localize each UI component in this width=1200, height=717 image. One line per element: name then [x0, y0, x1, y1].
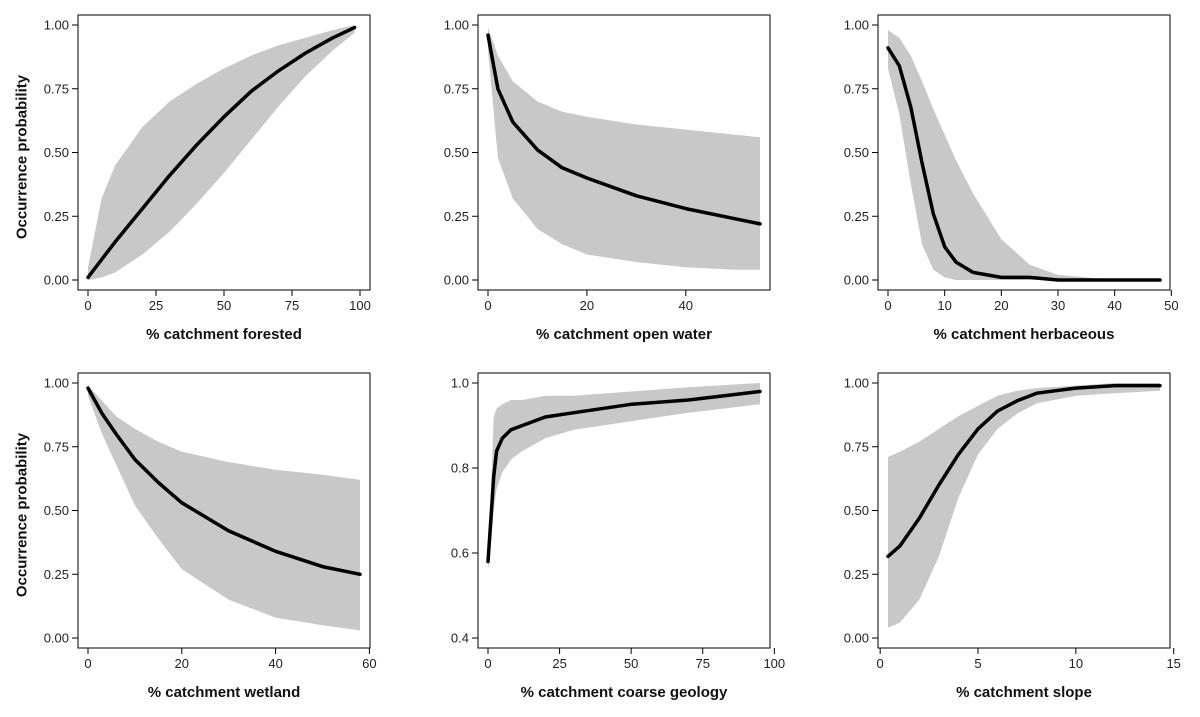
chart-panel-5: 0 25 50 75 100 0.4 0.6 0.8 1.0 % catchment coarse… [400, 358, 800, 716]
confidence-band [888, 30, 1160, 280]
fitted-line [86, 386, 362, 577]
y-tick-label: 1.0 [451, 376, 469, 391]
x-tick-label: 5 [974, 656, 981, 671]
x-tick-label: 75 [696, 656, 710, 671]
y-tick-label: 0.4 [451, 631, 469, 646]
y-tick-label: 0.50 [844, 145, 869, 160]
y-tick-label: 0.75 [844, 81, 869, 96]
fitted-line [886, 46, 1162, 282]
x-tick-label: 40 [1107, 298, 1121, 313]
x-axis-label: % catchment coarse geology [520, 684, 728, 701]
y-tick-label: 0.50 [44, 503, 69, 518]
x-tick-label: 0 [484, 656, 491, 671]
y-tick-label: 0.6 [451, 546, 469, 561]
x-tick-label: 20 [175, 656, 189, 671]
chart-panel-6: 0 5 10 15 0.00 0.25 0.50 0.75 1.00 % catchment sl… [800, 358, 1200, 716]
chart-svg-5: 0 25 50 75 100 0.4 0.6 0.8 1.0 [451, 372, 785, 671]
x-tick-label: 30 [1051, 298, 1065, 313]
y-tick-label: 0.75 [844, 439, 869, 454]
x-tick-label: 100 [349, 298, 371, 313]
x-axis-label: % catchment wetland [147, 684, 301, 701]
x-axis-label: % catchment herbaceous [933, 326, 1115, 343]
y-tick-label: 0.8 [451, 461, 469, 476]
x-tick-label: 0 [84, 656, 91, 671]
confidence-band [88, 385, 360, 631]
y-tick-label: 0.00 [844, 273, 869, 288]
y-tick-label: 1.00 [44, 376, 69, 391]
y-tick-label: 0.25 [844, 209, 869, 224]
fitted-line [486, 33, 762, 226]
x-axis-label: % catchment open water [536, 326, 712, 343]
confidence-band [488, 27, 760, 270]
x-tick-label: 50 [624, 656, 638, 671]
x-tick-label: 75 [285, 298, 299, 313]
y-axis-label-text: Occurrence probability [13, 74, 31, 240]
y-tick-label: 0.00 [444, 273, 469, 288]
chart-svg-2: 0 20 40 0.00 0.25 0.50 0.75 1.00 [444, 14, 771, 313]
y-tick-label: 0.75 [44, 439, 69, 454]
chart-panel-1: 0 25 50 75 100 0.00 0.25 0.50 0.75 1.00 % catchmen… [0, 0, 400, 358]
y-tick-label: 0.00 [44, 273, 69, 288]
x-tick-label: 15 [1166, 656, 1180, 671]
x-tick-label: 100 [763, 656, 785, 671]
chart-svg-1: 0 25 50 75 100 0.00 0.25 0.50 0.75 1.00 [44, 14, 371, 313]
x-tick-label: 0 [877, 656, 884, 671]
y-tick-label: 0.75 [44, 81, 69, 96]
x-tick-label: 0 [884, 298, 891, 313]
y-tick-label: 0.00 [844, 631, 869, 646]
fitted-line [486, 389, 762, 564]
confidence-band [488, 383, 760, 570]
chart-panel-3: 0 10 20 30 40 50 0.00 0.25 0.50 0.75 1.00 % catchme… [800, 0, 1200, 358]
y-tick-label: 0.50 [844, 503, 869, 518]
y-tick-label: 1.00 [844, 376, 869, 391]
chart-svg-4: 0 20 40 60 0.00 0.25 0.50 0.75 1.00 [44, 372, 377, 671]
fitted-line [886, 383, 1162, 559]
y-tick-label: 0.75 [444, 81, 469, 96]
x-axis-label: % catchment slope [956, 684, 1092, 701]
y-tick-label: 0.25 [444, 209, 469, 224]
y-tick-label: 1.00 [844, 18, 869, 33]
fitted-line [86, 25, 357, 280]
chart-panel-4: 0 20 40 60 0.00 0.25 0.50 0.75 1.00 % catchment w… [0, 358, 400, 716]
plot-frame [477, 372, 771, 649]
x-tick-label: 60 [362, 656, 376, 671]
y-tick-label: 0.00 [44, 631, 69, 646]
x-tick-label: 20 [580, 298, 594, 313]
chart-svg-3: 0 10 20 30 40 50 0.00 0.25 0.50 0.75 1.00 [844, 14, 1179, 313]
confidence-band [888, 383, 1160, 628]
x-tick-label: 10 [937, 298, 951, 313]
x-axis-label: % catchment forested [146, 326, 302, 343]
y-tick-label: 0.25 [44, 209, 69, 224]
x-tick-label: 20 [994, 298, 1008, 313]
x-tick-label: 40 [679, 298, 693, 313]
y-axis-label: Occurrence probability [12, 336, 32, 694]
x-tick-label: 50 [217, 298, 231, 313]
x-tick-label: 10 [1069, 656, 1083, 671]
y-tick-label: 0.25 [44, 567, 69, 582]
chart-svg-6: 0 5 10 15 0.00 0.25 0.50 0.75 1.00 [844, 372, 1181, 671]
y-tick-label: 0.25 [844, 567, 869, 582]
y-axis-label-text: Occurrence probability [13, 432, 31, 598]
chart-panel-2: 0 20 40 0.00 0.25 0.50 0.75 1.00 % catchment ope… [400, 0, 800, 358]
y-axis-label: Occurrence probability [12, 0, 32, 336]
x-tick-label: 40 [268, 656, 282, 671]
y-tick-label: 0.50 [44, 145, 69, 160]
y-tick-label: 1.00 [444, 18, 469, 33]
x-tick-label: 0 [84, 298, 91, 313]
x-tick-label: 25 [149, 298, 163, 313]
confidence-band [88, 25, 355, 280]
y-tick-label: 0.50 [444, 145, 469, 160]
y-tick-label: 1.00 [44, 18, 69, 33]
x-tick-label: 25 [552, 656, 566, 671]
x-tick-label: 50 [1164, 298, 1178, 313]
x-tick-label: 0 [484, 298, 491, 313]
